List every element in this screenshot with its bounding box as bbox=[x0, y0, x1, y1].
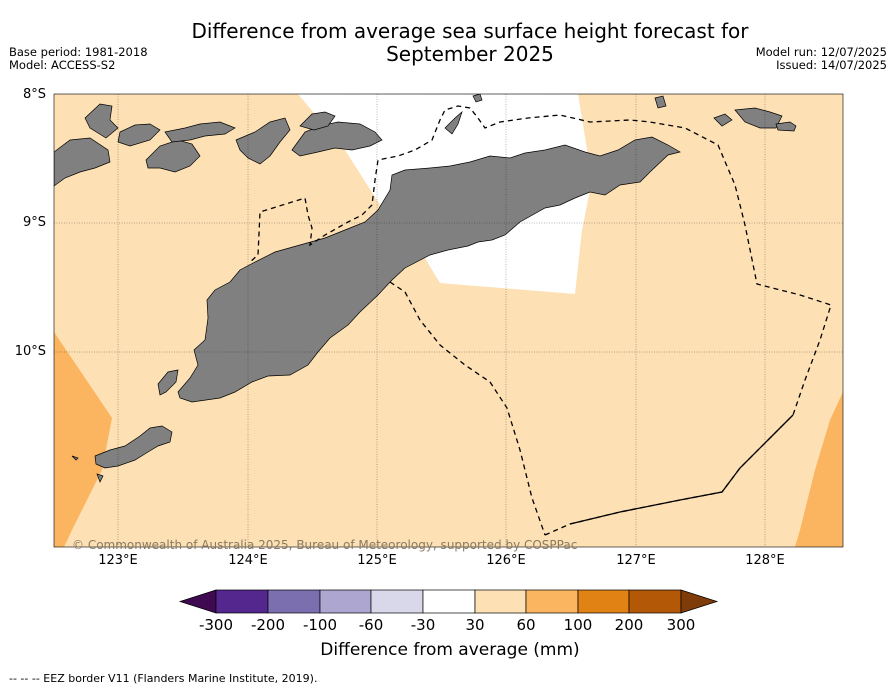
meta-right: Model run: 12/07/2025 Issued: 14/07/2025 bbox=[756, 46, 887, 72]
issued-text: Issued: 14/07/2025 bbox=[776, 58, 887, 72]
eez-border-solid bbox=[569, 414, 794, 525]
colorbar-seg-2 bbox=[267, 589, 321, 614]
eez-border-south bbox=[389, 281, 546, 536]
lon-label-126e: 126°E bbox=[486, 553, 526, 568]
colorbar-seg-5 bbox=[422, 589, 476, 614]
land-alor bbox=[54, 137, 111, 187]
land-masses bbox=[54, 94, 797, 483]
anomaly-60-100-region-west bbox=[54, 332, 112, 547]
colorbar-tick-2: -200 bbox=[250, 616, 286, 634]
land-rote bbox=[94, 425, 173, 469]
map-title-line1: Difference from average sea surface heig… bbox=[191, 19, 749, 43]
land-ndao bbox=[71, 455, 79, 461]
base-period-text: Base period: 1981-2018 bbox=[9, 45, 148, 59]
colorbar-arrow-high bbox=[680, 589, 719, 614]
colorbar-tick-1: -300 bbox=[198, 616, 234, 634]
lon-label-128e: 128°E bbox=[745, 553, 785, 568]
lat-label-10s: 10°S bbox=[14, 344, 46, 359]
land-timor bbox=[177, 136, 681, 403]
map-frame bbox=[53, 93, 844, 548]
model-run-text: Model run: 12/07/2025 bbox=[755, 45, 887, 59]
eez-legend-footer: -- -- -- EEZ border V11 (Flanders Marine… bbox=[9, 672, 318, 685]
land-lembata bbox=[117, 123, 161, 147]
copyright-text: © Commonwealth of Australia 2025, Bureau… bbox=[72, 538, 578, 552]
colorbar-tick-5: -30 bbox=[410, 616, 436, 634]
land-solor bbox=[145, 139, 201, 173]
colorbar-seg-6 bbox=[474, 589, 527, 614]
colorbar-seg-4 bbox=[370, 589, 424, 614]
model-text: Model: ACCESS-S2 bbox=[9, 58, 116, 72]
colorbar-title: Difference from average (mm) bbox=[320, 640, 580, 660]
anomaly-60-100-region-east bbox=[795, 392, 843, 547]
map-title-line2: September 2025 bbox=[386, 42, 554, 66]
colorbar-tick-7: 60 bbox=[516, 616, 536, 634]
colorbar-seg-9 bbox=[628, 589, 682, 614]
lat-label-9s: 9°S bbox=[22, 215, 46, 230]
colorbar-tick-10: 300 bbox=[666, 616, 696, 634]
lon-label-124e: 124°E bbox=[228, 553, 268, 568]
colorbar-arrow-low bbox=[178, 589, 217, 614]
colorbar-tick-4: -60 bbox=[358, 616, 384, 634]
map-title: Difference from average sea surface heig… bbox=[150, 20, 790, 66]
lon-label-123e: 123°E bbox=[98, 553, 138, 568]
colorbar-seg-3 bbox=[319, 589, 372, 614]
land-small-1 bbox=[444, 110, 463, 135]
lon-label-125e: 125°E bbox=[357, 553, 397, 568]
colorbar-seg-1 bbox=[215, 589, 269, 614]
land-small-2 bbox=[472, 94, 483, 103]
eez-borders bbox=[249, 105, 832, 536]
colorbar bbox=[178, 589, 719, 614]
colorbar-seg-8 bbox=[577, 589, 630, 614]
eez-border-main bbox=[249, 105, 832, 536]
meta-left: Base period: 1981-2018 Model: ACCESS-S2 bbox=[9, 46, 148, 72]
land-kisar bbox=[654, 95, 667, 109]
land-lakor bbox=[775, 121, 797, 132]
lon-label-127e: 127°E bbox=[616, 553, 656, 568]
land-flores-east bbox=[164, 121, 236, 143]
land-pantar bbox=[84, 103, 119, 139]
land-semau bbox=[157, 369, 179, 396]
land-moa bbox=[734, 107, 783, 129]
colorbar-seg-7 bbox=[525, 589, 579, 614]
land-wetar-west bbox=[235, 117, 291, 165]
land-atauro bbox=[299, 111, 336, 131]
colorbar-tick-9: 200 bbox=[614, 616, 644, 634]
colorbar-tick-3: -100 bbox=[302, 616, 338, 634]
colorbar-tick-8: 100 bbox=[563, 616, 593, 634]
colorbar-tick-6: 30 bbox=[465, 616, 485, 634]
lat-label-8s: 8°S bbox=[22, 87, 46, 102]
land-leti bbox=[713, 113, 733, 127]
land-rote-tip bbox=[96, 473, 104, 483]
